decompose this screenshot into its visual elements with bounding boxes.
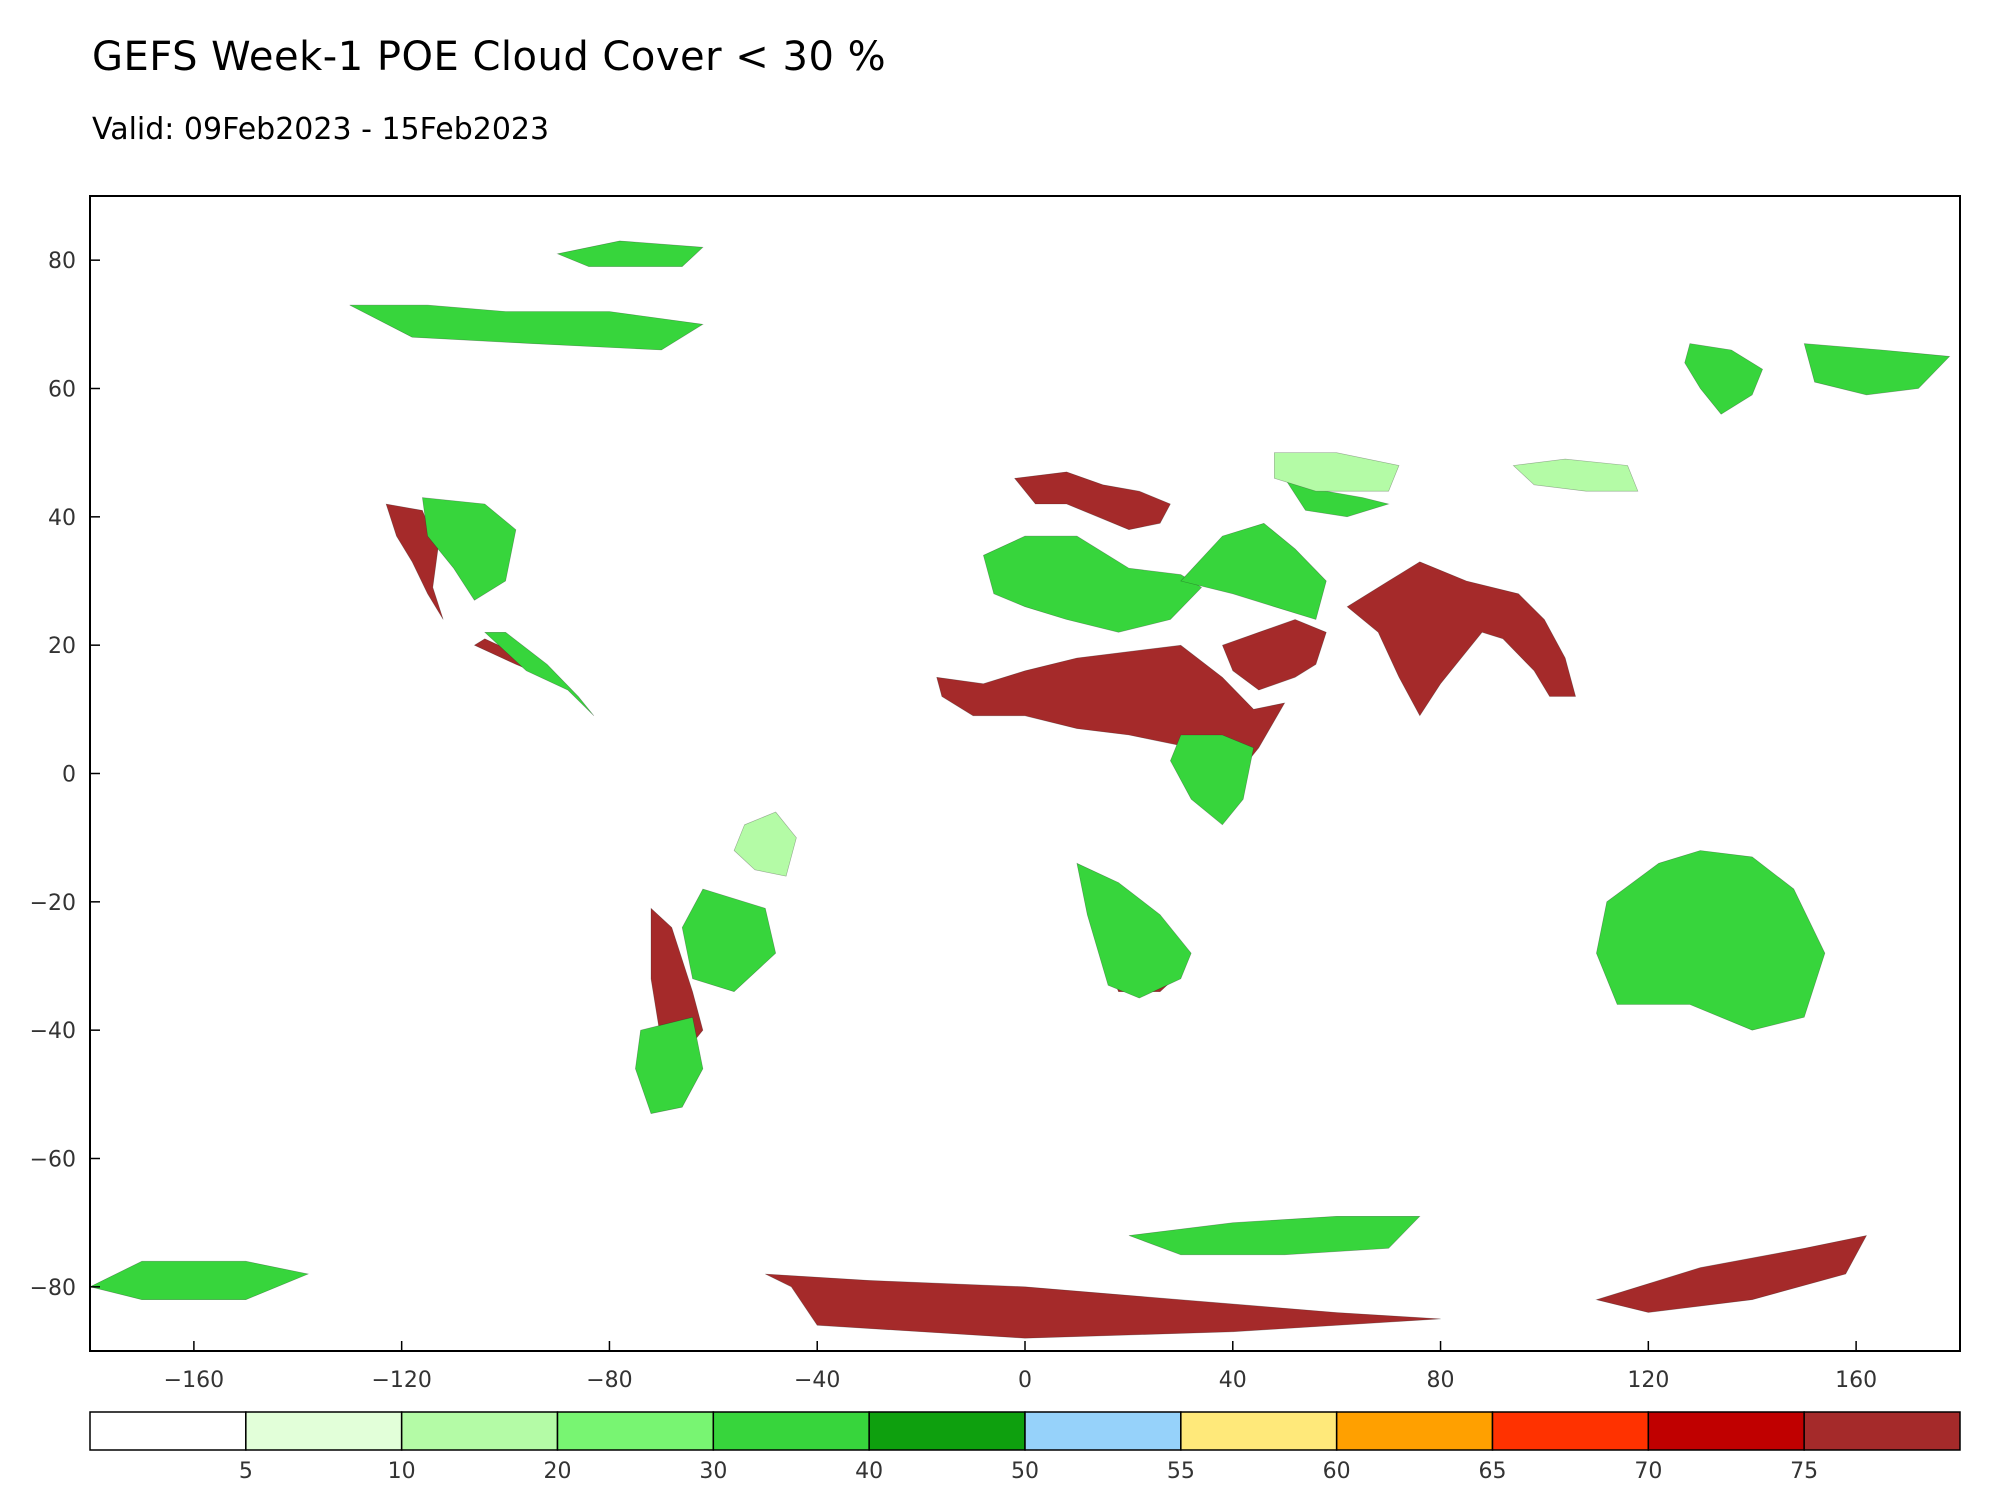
- legend-label: 65: [1479, 1459, 1507, 1484]
- region-15: [1170, 734, 1254, 826]
- y-tick-label: 80: [48, 249, 76, 274]
- legend-label: 50: [1011, 1459, 1039, 1484]
- legend-label: 20: [544, 1459, 572, 1484]
- legend-label: 75: [1790, 1459, 1818, 1484]
- plot-background: [90, 196, 1960, 1351]
- legend-swatch: [89, 1411, 247, 1451]
- region-28: [733, 811, 797, 877]
- legend-swatch: [868, 1411, 1026, 1451]
- y-tick-label: 60: [48, 378, 76, 403]
- x-tick-label: −160: [164, 1368, 224, 1393]
- y-tick-label: −20: [30, 891, 76, 916]
- region-24: [349, 304, 704, 351]
- region-8: [765, 1273, 1441, 1339]
- legend-label: 70: [1634, 1459, 1662, 1484]
- legend-label: 30: [699, 1459, 727, 1484]
- legend-label: 60: [1323, 1459, 1351, 1484]
- region-12: [422, 497, 517, 601]
- y-tick-label: 40: [48, 506, 76, 531]
- x-axis: −160 −120 −80 −40 0 40 80 120 160: [164, 1341, 1877, 1393]
- region-27: [1512, 458, 1639, 492]
- legend-swatch: [1803, 1411, 1961, 1451]
- region-20: [90, 1260, 310, 1300]
- y-tick-label: 20: [48, 634, 76, 659]
- region-21: [1128, 1216, 1421, 1256]
- x-tick-label: 160: [1835, 1368, 1877, 1393]
- y-tick-label: 0: [62, 763, 76, 788]
- x-tick-label: 120: [1627, 1368, 1669, 1393]
- legend-swatch: [1491, 1411, 1650, 1451]
- region-23: [1803, 343, 1951, 396]
- y-tick-label: −80: [30, 1276, 76, 1301]
- map-subtitle: Valid: 09Feb2023 - 15Feb2023: [92, 112, 550, 147]
- x-tick-label: 80: [1427, 1368, 1455, 1393]
- region-11: [484, 631, 595, 717]
- legend-swatch: [556, 1411, 715, 1451]
- legend-swatch: [1180, 1411, 1338, 1451]
- region-9: [1595, 1235, 1868, 1313]
- region-2: [1346, 561, 1576, 717]
- x-tick-label: 0: [1018, 1368, 1032, 1393]
- map-title: GEFS Week-1 POE Cloud Cover < 30 %: [92, 34, 887, 80]
- legend-swatch: [1335, 1411, 1494, 1451]
- y-tick-label: −60: [30, 1148, 76, 1173]
- region-18: [635, 1016, 704, 1114]
- x-tick-label: −80: [586, 1368, 632, 1393]
- y-tick-label: −40: [30, 1019, 76, 1044]
- region-3: [1014, 471, 1171, 531]
- legend-swatch: [1024, 1411, 1182, 1451]
- y-axis: 80 60 40 20 0 −20 −40 −60 −80: [30, 249, 100, 1301]
- legend-swatch: [712, 1411, 870, 1451]
- probability-regions: [90, 240, 1951, 1339]
- color-legend: 5 10 20 30 40 50 55 60 65 70 75: [89, 1411, 1961, 1484]
- region-16: [1076, 862, 1192, 999]
- x-tick-label: −40: [794, 1368, 840, 1393]
- legend-swatch: [400, 1411, 559, 1451]
- legend-label: 55: [1167, 1459, 1195, 1484]
- legend-swatch: [245, 1411, 403, 1451]
- region-25: [556, 240, 704, 267]
- x-tick-label: 40: [1219, 1368, 1247, 1393]
- legend-label: 40: [855, 1459, 883, 1484]
- x-tick-label: −120: [371, 1368, 431, 1393]
- region-13: [983, 535, 1203, 633]
- region-22: [1684, 343, 1763, 415]
- legend-swatch: [1647, 1411, 1805, 1451]
- legend-label: 5: [239, 1459, 253, 1484]
- legend-label: 10: [388, 1459, 416, 1484]
- region-17: [681, 888, 777, 993]
- region-14: [1180, 522, 1327, 620]
- region-19: [1596, 850, 1826, 1031]
- region-1: [1222, 619, 1327, 691]
- region-29: [1274, 452, 1400, 492]
